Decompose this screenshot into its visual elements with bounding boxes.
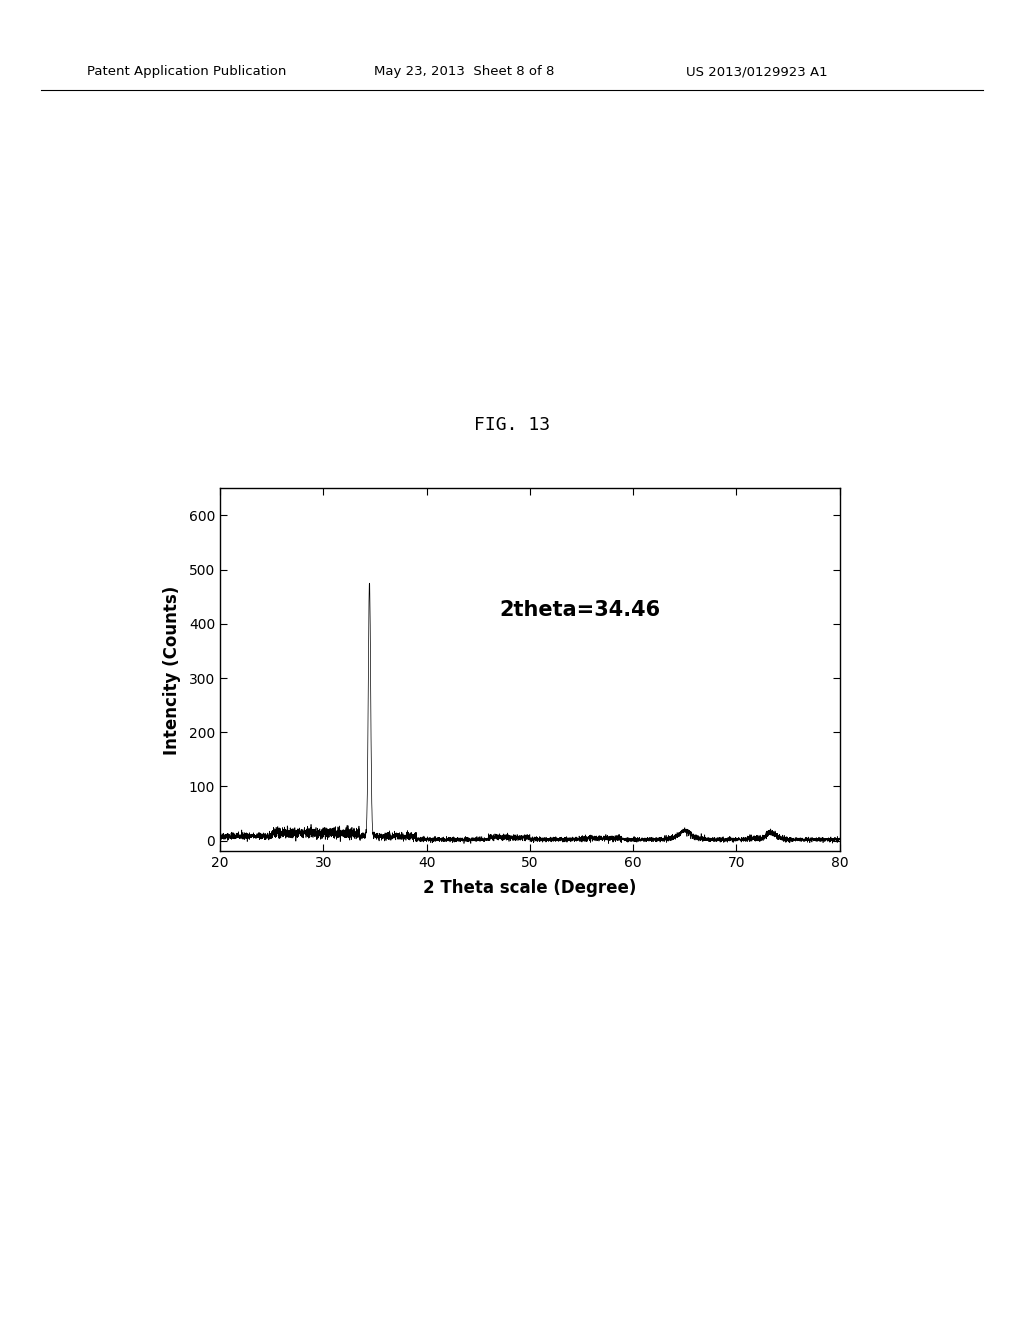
Text: US 2013/0129923 A1: US 2013/0129923 A1: [686, 65, 827, 78]
Y-axis label: Intencity (Counts): Intencity (Counts): [163, 585, 180, 755]
X-axis label: 2 Theta scale (Degree): 2 Theta scale (Degree): [423, 879, 637, 896]
Text: 2theta=34.46: 2theta=34.46: [499, 599, 660, 619]
Text: Patent Application Publication: Patent Application Publication: [87, 65, 287, 78]
Text: May 23, 2013  Sheet 8 of 8: May 23, 2013 Sheet 8 of 8: [374, 65, 554, 78]
Text: FIG. 13: FIG. 13: [474, 416, 550, 434]
